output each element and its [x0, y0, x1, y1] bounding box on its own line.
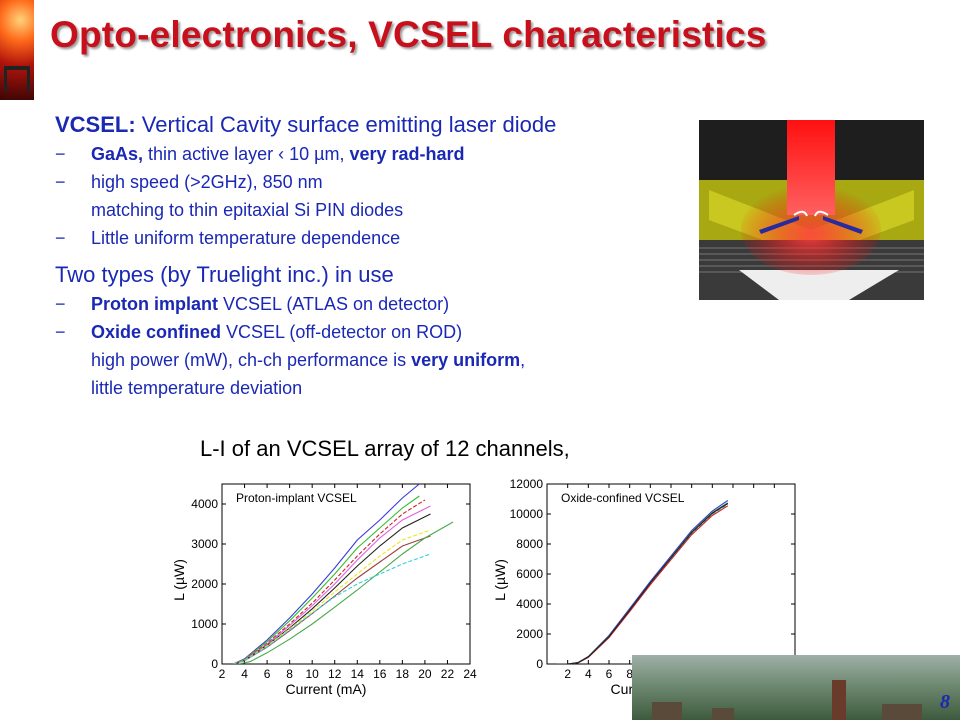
vcsel-structure-image	[699, 120, 924, 300]
plot-frame	[546, 483, 796, 665]
vcsel-definition: VCSEL: Vertical Cavity surface emitting …	[55, 110, 685, 140]
bullet-speed-cont: matching to thin epitaxial Si PIN diodes	[55, 196, 685, 224]
y-axis-label: L (µW)	[171, 559, 187, 601]
bullet-proton-rest: VCSEL (ATLAS on detector)	[218, 294, 450, 314]
x-tick-label: 6	[264, 667, 271, 681]
y-tick-label: 0	[536, 657, 543, 671]
y-tick-label: 10000	[510, 507, 544, 521]
bullet-oxide-cont1-a: high power (mW), ch-ch performance is	[91, 350, 412, 370]
bullet-temperature-text: Little uniform temperature dependence	[91, 228, 401, 248]
bullet-gaas: − GaAs, thin active layer ‹ 10 µm, very …	[55, 140, 685, 168]
bullet-dash: −	[55, 228, 66, 248]
series-line-5	[557, 503, 729, 664]
bullet-text-block: VCSEL: Vertical Cavity surface emitting …	[55, 110, 685, 402]
y-axis-label: L (µW)	[492, 559, 508, 601]
bullet-oxide-uniform: very uniform	[411, 350, 521, 370]
y-tick-label: 1000	[191, 617, 218, 631]
x-tick-label: 16	[373, 667, 387, 681]
x-tick-label: 22	[441, 667, 455, 681]
x-tick-label: 4	[241, 667, 248, 681]
series-line-4	[233, 505, 431, 664]
slide-title: Opto-electronics, VCSEL characteristics	[50, 14, 767, 55]
y-tick-label: 4000	[191, 497, 218, 511]
bullet-oxide-bold: Oxide confined	[91, 322, 222, 342]
bullet-oxide-cont2-text: little temperature deviation	[91, 378, 303, 398]
bullet-dash: −	[55, 172, 66, 192]
x-tick-label: 2	[219, 667, 226, 681]
types-heading: Two types (by Truelight inc.) in use	[55, 262, 394, 287]
bottom-landscape-photo	[632, 655, 960, 720]
series-line-9	[233, 553, 431, 664]
series-line-2	[233, 495, 420, 664]
bullet-oxide-cont2: little temperature deviation	[55, 374, 685, 402]
chart-title: Proton-implant VCSEL	[236, 491, 357, 505]
y-tick-label: 3000	[191, 537, 218, 551]
bullet-dash: −	[55, 322, 66, 342]
x-axis-label: Current (mA)	[286, 681, 367, 697]
bullet-proton-bold: Proton implant	[91, 294, 218, 314]
y-tick-label: 0	[211, 657, 218, 671]
x-tick-label: 2	[564, 667, 571, 681]
y-tick-label: 12000	[510, 477, 544, 491]
vcsel-def-text: Vertical Cavity surface emitting laser d…	[135, 112, 557, 137]
bullet-temperature: − Little uniform temperature dependence	[55, 224, 685, 252]
x-tick-label: 10	[306, 667, 320, 681]
bullet-oxide: − Oxide confined VCSEL (off-detector on …	[55, 318, 685, 346]
proton-implant-chart: 2 4 6 8 10 12 14 16 18 20 22 24 0 1000 2000 3000 4000 Pro…	[160, 470, 480, 705]
y-tick-label: 2000	[191, 577, 218, 591]
chart-caption: L-I of an VCSEL array of 12 channels,	[200, 436, 570, 461]
y-tick-label: 2000	[516, 627, 543, 641]
series-line-1	[233, 484, 420, 664]
chart-title: Oxide-confined VCSEL	[561, 491, 685, 505]
bullet-speed-cont-text: matching to thin epitaxial Si PIN diodes	[91, 200, 404, 220]
x-tick-label: 8	[626, 667, 633, 681]
y-tick-label: 8000	[516, 537, 543, 551]
bullet-gaas-radhard: very rad-hard	[349, 144, 465, 164]
x-tick-label: 8	[286, 667, 293, 681]
x-tick-label: 6	[606, 667, 613, 681]
bullet-dash: −	[55, 294, 66, 314]
x-tick-label: 4	[585, 667, 592, 681]
bullet-gaas-mid: thin active layer ‹ 10 µm,	[143, 144, 350, 164]
x-tick-label: 24	[463, 667, 477, 681]
series-line-6	[233, 529, 431, 664]
bullet-proton: − Proton implant VCSEL (ATLAS on detecto…	[55, 290, 685, 318]
bullet-dash: −	[55, 144, 66, 164]
x-tick-label: 20	[418, 667, 432, 681]
x-tick-label: 12	[328, 667, 342, 681]
y-tick-label: 6000	[516, 567, 543, 581]
page-number: 8	[940, 691, 950, 713]
series-line-8	[238, 521, 454, 664]
x-tick-label: 14	[351, 667, 365, 681]
vcsel-label: VCSEL:	[55, 112, 136, 137]
y-tick-label: 4000	[516, 597, 543, 611]
bullet-speed-text: high speed (>2GHz), 850 nm	[91, 172, 323, 192]
plot-frame	[221, 483, 471, 665]
bullet-oxide-cont1: high power (mW), ch-ch performance is ve…	[55, 346, 685, 374]
bullet-oxide-cont1-b: ,	[520, 350, 526, 370]
corner-fireworks-photo	[0, 0, 34, 100]
bullet-oxide-rest: VCSEL (off-detector on ROD)	[221, 322, 463, 342]
bullet-speed: − high speed (>2GHz), 850 nm	[55, 168, 685, 196]
x-tick-label: 18	[396, 667, 410, 681]
bullet-gaas-bold: GaAs,	[91, 144, 144, 164]
